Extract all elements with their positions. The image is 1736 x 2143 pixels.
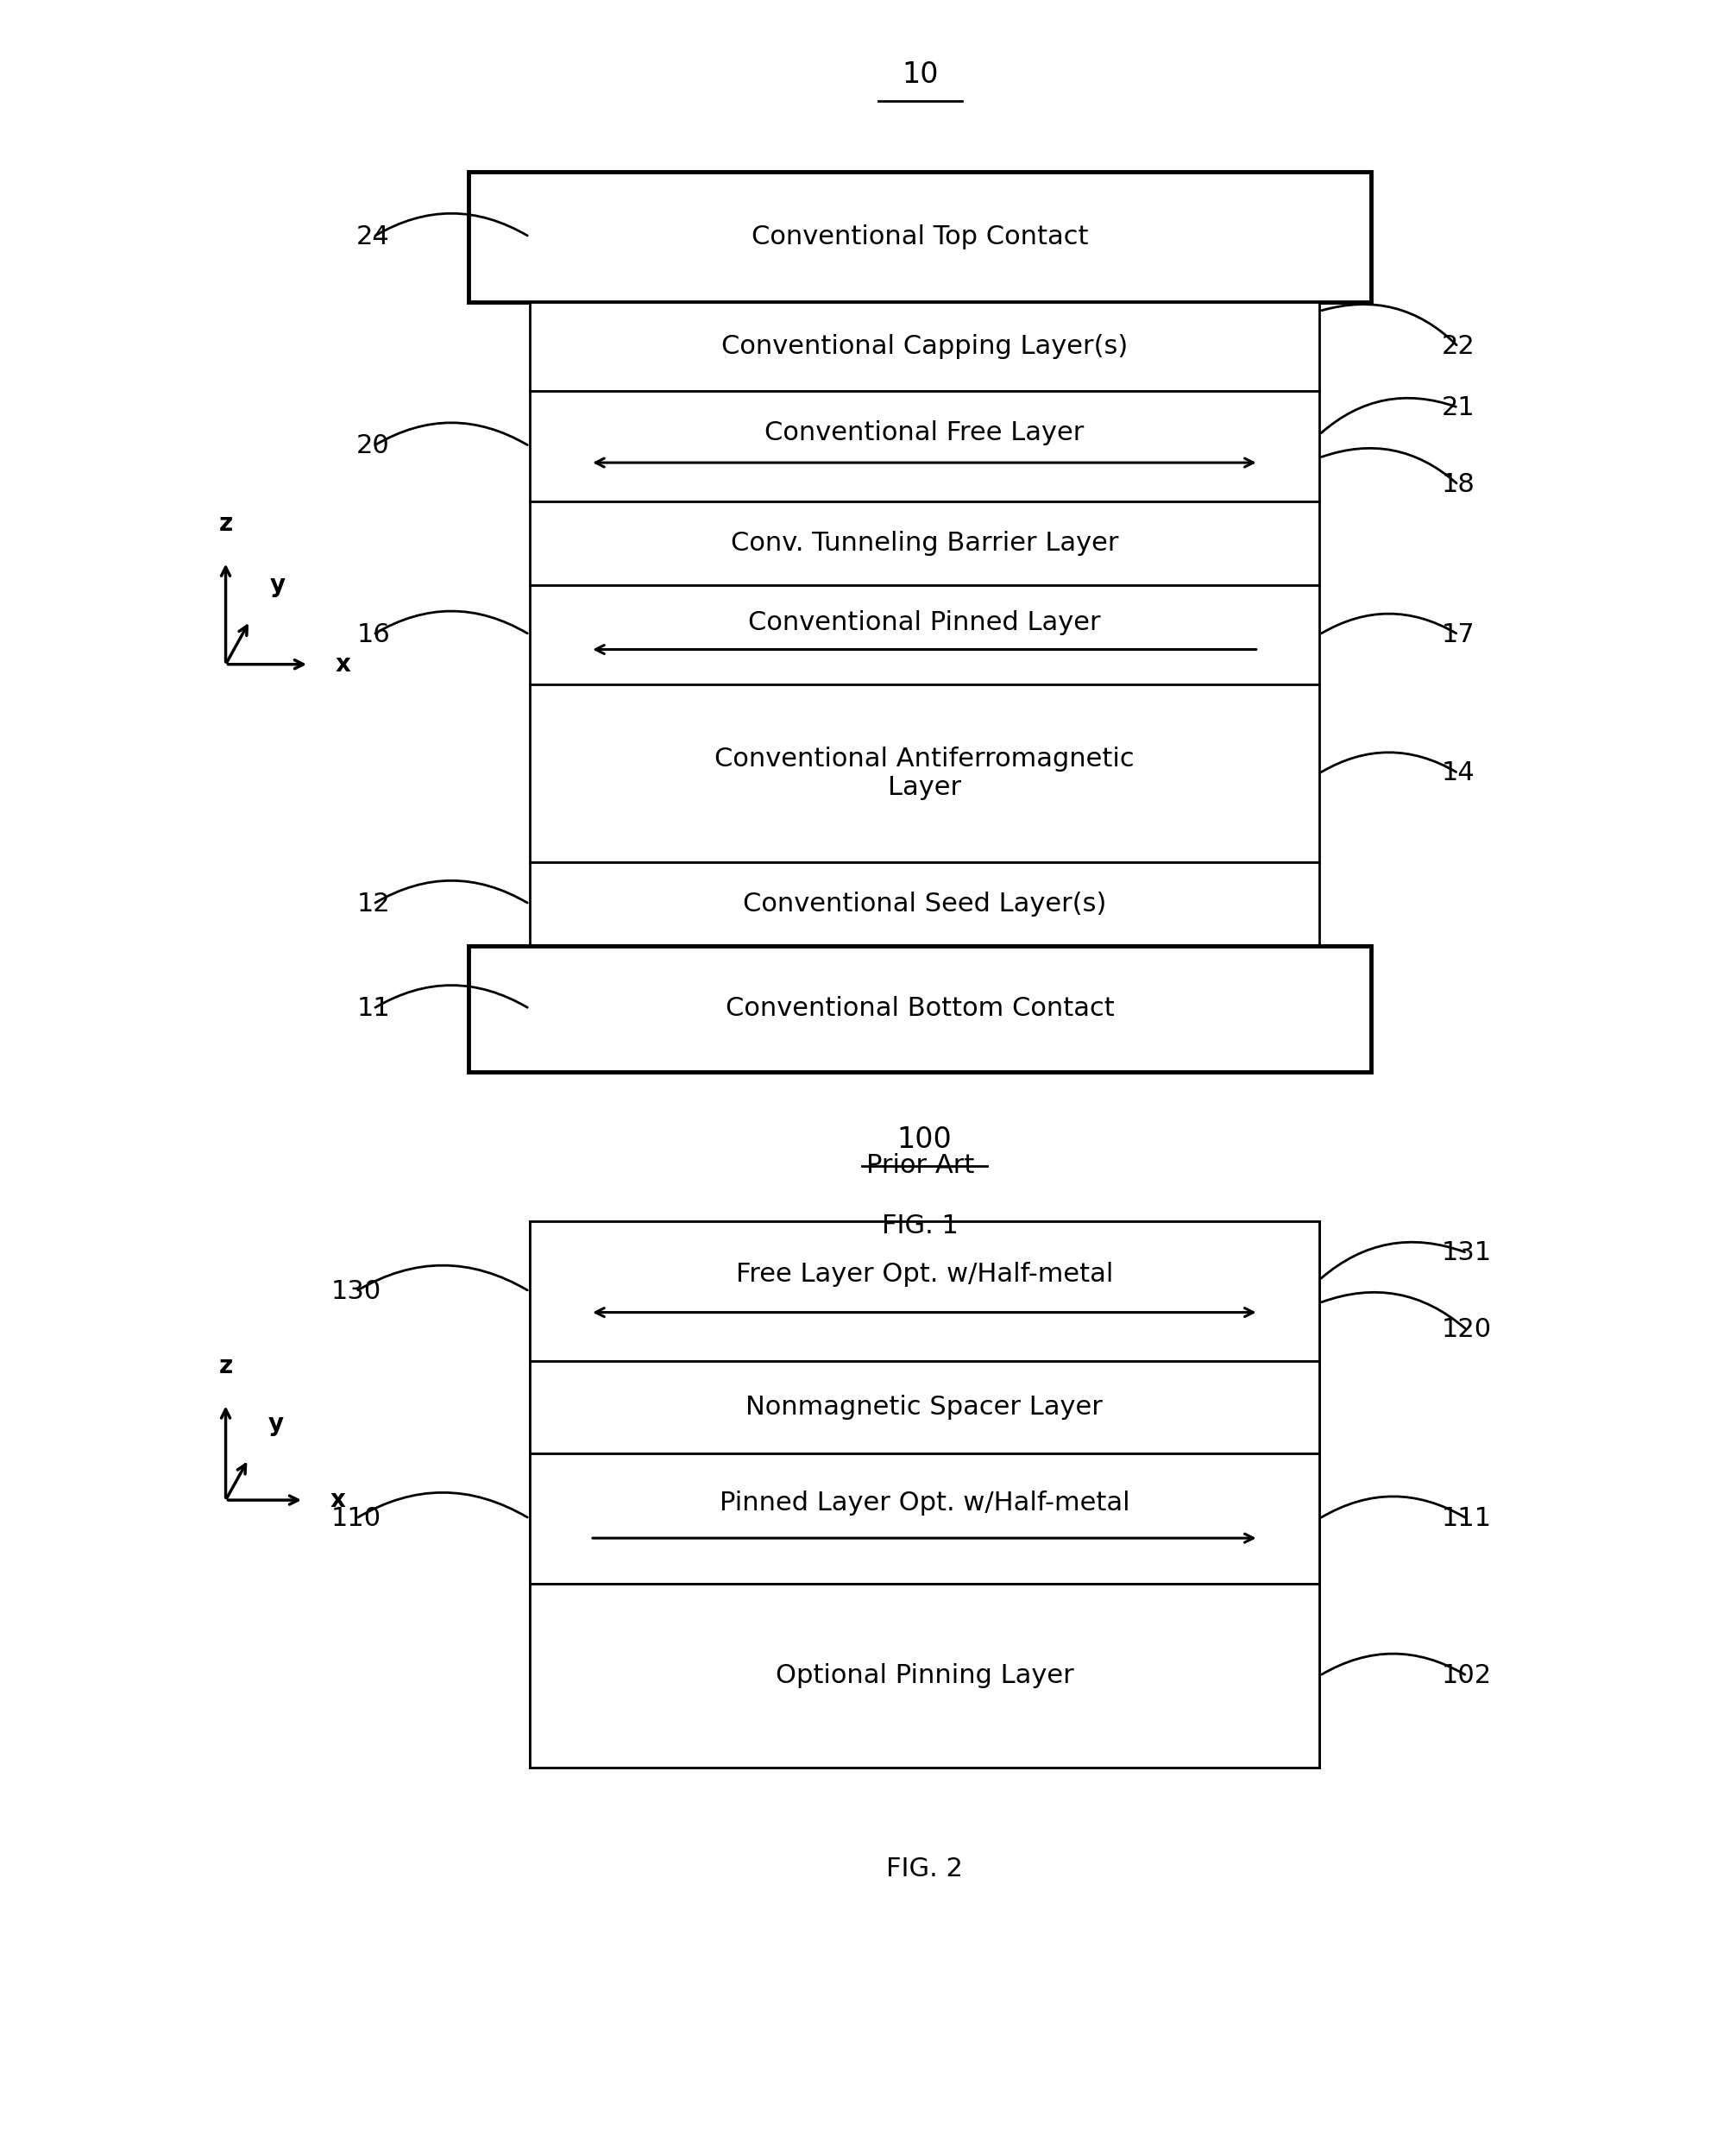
Text: 12: 12 [356, 891, 391, 917]
Text: x: x [335, 651, 351, 677]
Bar [469, 171, 1371, 302]
Bar [529, 302, 1319, 392]
Bar [529, 1584, 1319, 1768]
Text: Conventional Capping Layer(s): Conventional Capping Layer(s) [720, 334, 1128, 360]
Text: z: z [219, 1354, 233, 1378]
Text: z: z [219, 512, 233, 536]
Text: Conventional Free Layer: Conventional Free Layer [764, 420, 1085, 446]
Text: x: x [330, 1487, 345, 1513]
Text: 102: 102 [1443, 1663, 1491, 1689]
Text: Conventional Seed Layer(s): Conventional Seed Layer(s) [743, 891, 1106, 917]
Text: Conventional Antiferromagnetic
Layer: Conventional Antiferromagnetic Layer [715, 746, 1134, 799]
Text: 10: 10 [901, 60, 939, 90]
Text: 20: 20 [356, 433, 391, 459]
Bar [529, 684, 1319, 861]
Text: 17: 17 [1441, 621, 1476, 647]
Text: 16: 16 [356, 621, 391, 647]
Text: 100: 100 [898, 1125, 951, 1155]
Text: y: y [267, 1412, 283, 1436]
Text: 111: 111 [1443, 1507, 1491, 1530]
Text: FIG. 2: FIG. 2 [885, 1856, 963, 1882]
Text: 120: 120 [1443, 1318, 1491, 1342]
Text: Conventional Bottom Contact: Conventional Bottom Contact [726, 996, 1115, 1022]
Bar [529, 1222, 1319, 1361]
Bar [529, 861, 1319, 945]
Text: y: y [269, 574, 285, 598]
Text: Nonmagnetic Spacer Layer: Nonmagnetic Spacer Layer [746, 1395, 1102, 1421]
Text: 21: 21 [1441, 394, 1476, 420]
Text: Prior Art: Prior Art [866, 1153, 974, 1179]
Text: Conventional Top Contact: Conventional Top Contact [752, 225, 1088, 249]
Bar [469, 945, 1371, 1072]
Bar [529, 1222, 1319, 1768]
Text: 131: 131 [1443, 1241, 1491, 1264]
Text: Pinned Layer Opt. w/Half-metal: Pinned Layer Opt. w/Half-metal [719, 1489, 1130, 1515]
Text: Free Layer Opt. w/Half-metal: Free Layer Opt. w/Half-metal [736, 1262, 1113, 1288]
Text: 130: 130 [332, 1279, 380, 1303]
Text: Conv. Tunneling Barrier Layer: Conv. Tunneling Barrier Layer [731, 531, 1118, 555]
Bar [529, 1453, 1319, 1584]
Bar [529, 585, 1319, 684]
Bar [529, 1361, 1319, 1453]
Text: 24: 24 [356, 225, 391, 249]
Text: 11: 11 [356, 996, 391, 1022]
Text: 22: 22 [1441, 334, 1476, 360]
Text: Conventional Pinned Layer: Conventional Pinned Layer [748, 611, 1101, 634]
Text: Optional Pinning Layer: Optional Pinning Layer [776, 1663, 1073, 1689]
Text: 18: 18 [1441, 471, 1476, 497]
Bar [529, 501, 1319, 585]
Text: FIG. 1: FIG. 1 [882, 1213, 958, 1239]
Text: 110: 110 [332, 1507, 380, 1530]
Text: 14: 14 [1441, 761, 1476, 786]
Bar [529, 392, 1319, 501]
